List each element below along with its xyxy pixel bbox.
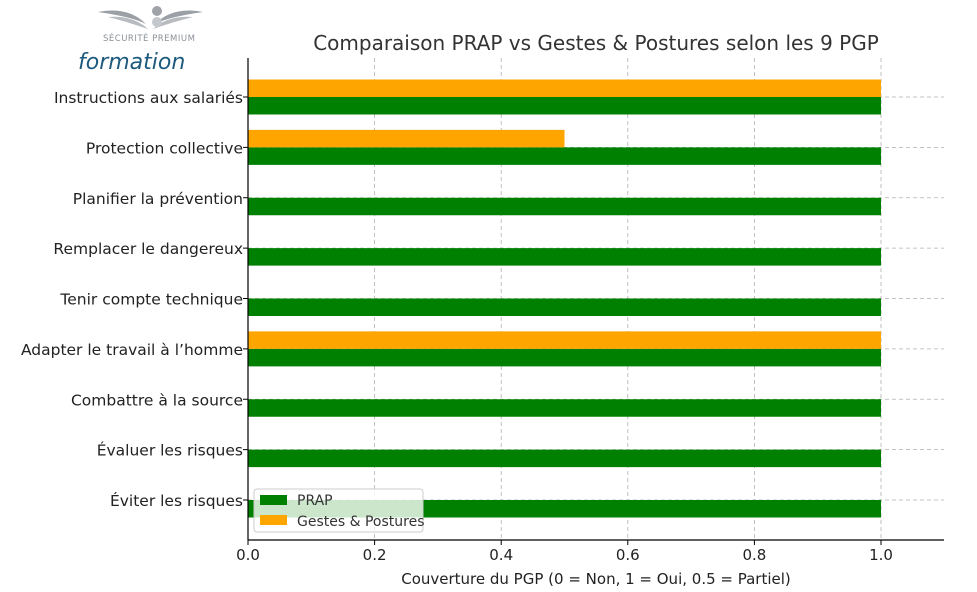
bar-prap <box>248 399 881 417</box>
bar-prap <box>248 248 881 266</box>
chart-title: Comparaison PRAP vs Gestes & Postures se… <box>313 31 879 55</box>
x-tick-label: 0.0 <box>236 546 260 564</box>
x-tick-label: 0.4 <box>489 546 513 564</box>
bar-prap <box>248 197 881 216</box>
bar-gestes-postures <box>248 331 881 349</box>
legend-label-gestes: Gestes & Postures <box>297 514 425 530</box>
y-tick-label: Évaluer les risques <box>97 441 243 460</box>
legend-swatch-gestes <box>260 515 287 525</box>
y-tick-label: Tenir compte technique <box>59 291 243 309</box>
y-tick-label: Remplacer le dangereux <box>53 240 243 258</box>
legend-swatch-prap <box>260 495 287 505</box>
bar-prap <box>248 97 881 115</box>
bar-gestes-postures <box>248 79 881 97</box>
logo-wordmark: formation <box>78 50 185 74</box>
x-axis-label: Couverture du PGP (0 = Non, 1 = Oui, 0.5… <box>401 570 791 588</box>
x-tick-label: 0.6 <box>616 546 640 564</box>
logo-tagline: SÉCURITÉ PREMIUM <box>103 32 195 44</box>
bar-prap <box>248 348 881 367</box>
y-tick-label: Adapter le travail à l’homme <box>21 341 243 359</box>
y-tick-label: Instructions aux salariés <box>54 89 243 107</box>
legend: PRAP Gestes & Postures <box>253 488 425 533</box>
x-tick-label: 0.8 <box>742 546 766 564</box>
y-tick-label: Protection collective <box>86 139 243 157</box>
bar-prap <box>248 147 881 165</box>
y-tick-label: Planifier la prévention <box>73 190 243 208</box>
bar-prap <box>248 298 881 316</box>
company-logo: SÉCURITÉ PREMIUM formation <box>78 6 228 75</box>
x-tick-label: 0.2 <box>363 546 387 564</box>
y-tick-label: Combattre à la source <box>71 391 243 409</box>
y-tick-label: Éviter les risques <box>110 491 243 510</box>
x-tick-label: 1.0 <box>869 546 893 564</box>
bar-gestes-postures <box>248 129 565 148</box>
bar-prap <box>248 449 881 468</box>
legend-label-prap: PRAP <box>297 493 333 509</box>
